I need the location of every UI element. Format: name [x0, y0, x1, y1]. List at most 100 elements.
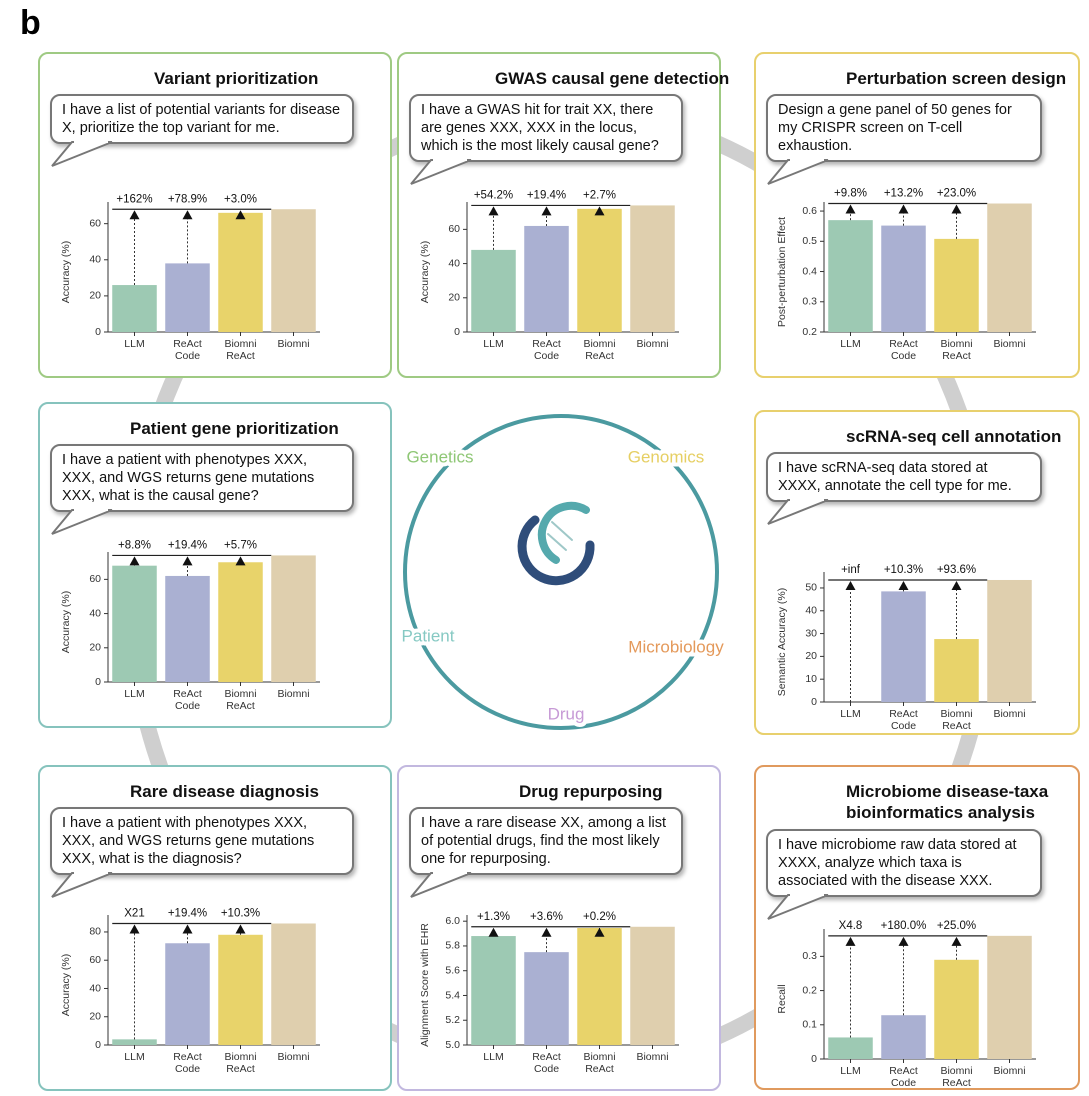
domain-label: Drug [548, 704, 585, 723]
x-tick-label: ReAct Code [889, 1065, 918, 1089]
panel: scRNA-seq cell annotation I have scRNA-se… [754, 410, 1080, 735]
y-tick-label: 60 [89, 217, 101, 229]
arrow-head [488, 927, 499, 937]
panel-title: Variant prioritization [154, 69, 319, 88]
x-tick-label: Biomni [277, 338, 310, 350]
panel: Patient gene prioritization I have a pati… [38, 402, 392, 728]
question-bubble: I have a patient with phenotypes XXX, XX… [50, 444, 354, 512]
x-tick-label: Biomni [993, 1065, 1026, 1077]
y-tick-label: 5.0 [445, 1039, 460, 1051]
bar [630, 926, 675, 1045]
panel-title: Perturbation screen design [846, 69, 1067, 88]
bar [881, 1015, 926, 1059]
y-tick-label: 5.4 [445, 989, 460, 1001]
arrow-head [541, 927, 552, 937]
arrow-head [898, 580, 909, 590]
improvement-label: +9.8% [834, 188, 867, 200]
y-tick-label: 60 [89, 954, 101, 966]
x-tick-label: Biomni ReAct [583, 1051, 616, 1075]
x-tick-label: LLM [483, 1051, 504, 1063]
bubble-tail [767, 893, 829, 920]
x-tick-label: Biomni ReAct [940, 708, 973, 732]
tail-join [433, 158, 467, 161]
bar [987, 203, 1032, 332]
domain-label: Patient [402, 626, 455, 645]
y-tick-label: 0.2 [802, 984, 817, 996]
y-axis-label: Post-perturbation Effect [776, 217, 788, 327]
bar [471, 249, 516, 332]
y-axis-label: Accuracy (%) [60, 591, 72, 653]
panel: Drug repurposing I have a rare disease XX… [397, 765, 721, 1091]
bar [471, 936, 516, 1045]
question-bubble: Design a gene panel of 50 genes for my C… [766, 94, 1042, 162]
bar [881, 225, 926, 332]
improvement-label: +0.2% [583, 911, 616, 923]
y-axis-label: Accuracy (%) [419, 241, 431, 303]
arrow-head [951, 580, 962, 590]
panel-title: Rare disease diagnosis [130, 782, 319, 801]
x-tick-label: LLM [124, 338, 145, 350]
y-tick-label: 40 [448, 257, 460, 269]
x-tick-label: Biomni ReAct [583, 338, 616, 362]
tail-join [74, 871, 108, 874]
question-bubble: I have a patient with phenotypes XXX, XX… [50, 807, 354, 875]
panel: Perturbation screen design Design a gene … [754, 52, 1080, 378]
arrow-head [594, 206, 605, 216]
bubble-tail [410, 871, 472, 898]
improvement-label: +78.9% [168, 193, 207, 205]
arrow-head [541, 206, 552, 216]
y-tick-label: 5.2 [445, 1014, 460, 1026]
improvement-label: +93.6% [937, 564, 976, 576]
bar [577, 208, 622, 332]
arrow-head [129, 924, 140, 934]
x-tick-label: ReAct Code [889, 338, 918, 362]
improvement-label: +5.7% [224, 539, 257, 551]
question-bubble: I have a list of potential variants for … [50, 94, 354, 144]
x-tick-label: ReAct Code [532, 1051, 561, 1075]
chart: 0 20 40 60 Accuracy (%) +162% +78.9% +3.0% [60, 193, 320, 338]
arrow-head [235, 924, 246, 934]
tail-shape [767, 499, 829, 525]
domain-label: Genetics [406, 447, 473, 466]
bar [165, 943, 210, 1045]
x-tick-label: Biomni ReAct [940, 338, 973, 362]
arrow-head [898, 204, 909, 214]
arrow-head [488, 206, 499, 216]
bubble-tail [767, 498, 829, 525]
improvement-label: +180.0% [881, 920, 927, 932]
y-tick-label: 10 [805, 673, 817, 685]
panel-title: Patient gene prioritization [130, 419, 339, 438]
y-tick-label: 0 [95, 326, 101, 338]
panel-title: GWAS causal gene detection [495, 69, 730, 88]
improvement-label: +2.7% [583, 189, 616, 201]
x-tick-label: ReAct Code [532, 338, 561, 362]
bar [987, 579, 1032, 702]
bar [828, 1037, 873, 1059]
chart: 0 0.1 0.2 0.3 Recall X4.8 +180.0% +25.0% [776, 920, 1036, 1065]
y-tick-label: 40 [89, 982, 101, 994]
question-bubble: I have a GWAS hit for trait XX, there ar… [409, 94, 683, 162]
chart: 0 10 20 30 40 50 Semantic Accuracy (%) +inf +10.… [776, 564, 1036, 708]
domain-label: Genomics [628, 447, 705, 466]
improvement-label: +19.4% [168, 908, 207, 920]
improvement-label: +13.2% [884, 188, 923, 200]
bar [828, 220, 873, 332]
bubble-tail [51, 871, 113, 898]
y-tick-label: 20 [89, 290, 101, 302]
arrow-head [235, 210, 246, 220]
y-tick-label: 60 [448, 223, 460, 235]
bar [881, 591, 926, 702]
y-tick-label: 6.0 [445, 915, 460, 927]
bar [934, 959, 979, 1059]
panel: Variant prioritization I have a list of p… [38, 52, 392, 378]
x-tick-label: ReAct Code [173, 688, 202, 712]
chart: 0 20 40 60 Accuracy (%) +54.2% +19.4% +2.7% [419, 189, 679, 338]
panel-title: scRNA-seq cell annotation [846, 427, 1062, 446]
bar [524, 225, 569, 332]
improvement-label: +3.0% [224, 193, 257, 205]
y-tick-label: 5.6 [445, 964, 460, 976]
x-tick-label: LLM [124, 688, 145, 700]
arrow-head [182, 556, 193, 566]
bar [218, 562, 263, 682]
